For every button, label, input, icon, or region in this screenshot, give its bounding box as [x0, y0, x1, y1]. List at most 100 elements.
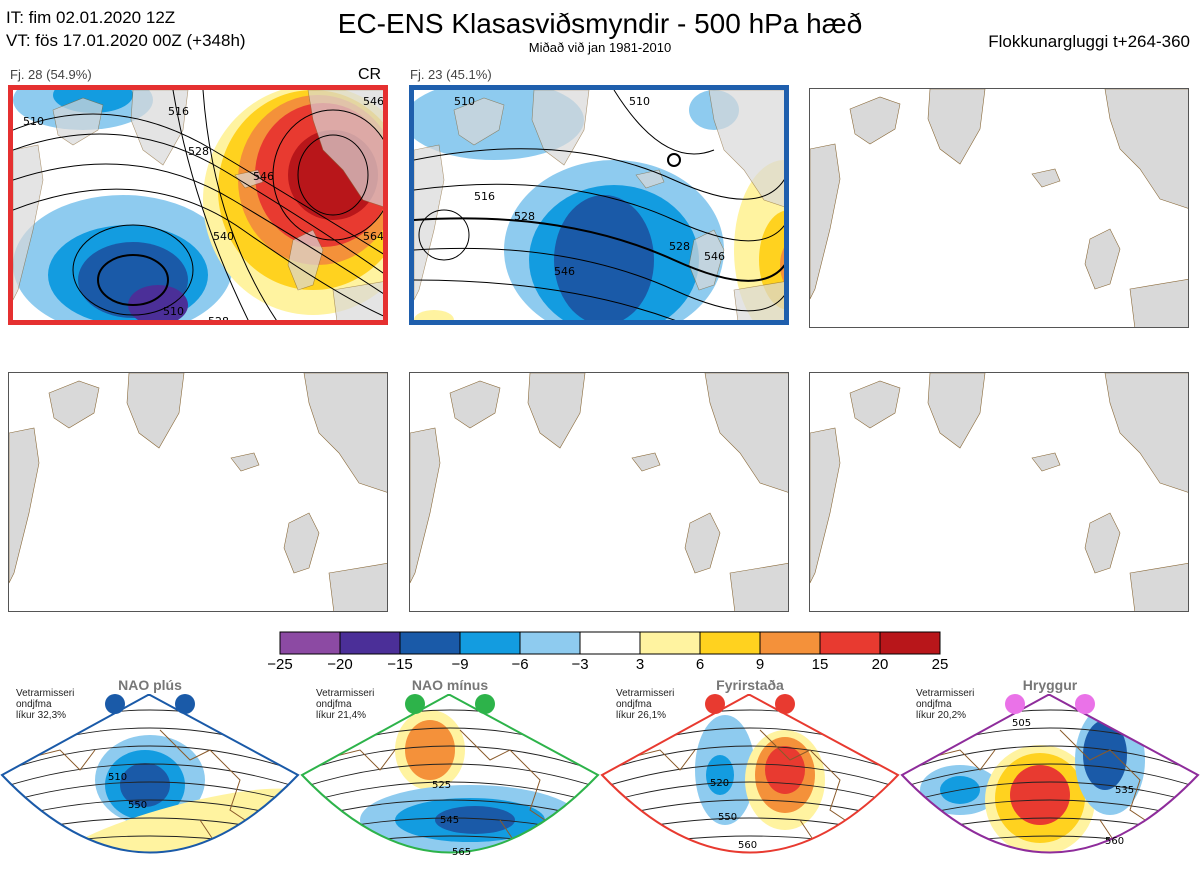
regime-indicator-dot: [1075, 694, 1095, 714]
colorbar-tick-label: −9: [451, 656, 469, 673]
contour-label: 528: [208, 315, 229, 325]
regime-contour-label: 535: [1115, 785, 1134, 796]
colorbar-tick-label: 6: [695, 656, 705, 673]
colorbar-tick-label: 20: [871, 656, 889, 673]
regime-probability-text: Vetrarmisseri ondjfma líkur 20,2%: [916, 688, 975, 721]
regime-name: NAO plús: [118, 677, 182, 693]
regime-contour: [902, 781, 1198, 805]
colorbar-segment: [819, 631, 881, 655]
colorbar: [279, 631, 941, 655]
regime-name: Hryggur: [1022, 677, 1078, 693]
regime-contour-label: 565: [452, 847, 471, 858]
regime-contour: [0, 854, 300, 868]
regime-frame: [0, 694, 300, 854]
header-info: IT: fim 02.01.2020 12Z VT: fös 17.01.202…: [6, 6, 246, 52]
contour-label: 516: [168, 105, 189, 118]
regime-contour: [902, 745, 1198, 773]
regime-indicator-dot: [105, 694, 125, 714]
colorbar-segment: [459, 631, 521, 655]
regime-contour-label: 560: [738, 840, 757, 851]
page-subtitle: Miðað við jan 1981-2010: [528, 40, 672, 55]
regime-probability-text: Vetrarmisseri ondjfma líkur 32,3%: [16, 688, 75, 721]
contour-label: 546: [363, 95, 384, 108]
contour-label: 540: [213, 230, 234, 243]
regime-contour: [300, 854, 600, 868]
regime-contour-label: 525: [432, 780, 451, 791]
regime-contour: [2, 763, 298, 789]
regime-indicator-dot: [1005, 694, 1025, 714]
colorbar-tick-label: 25: [931, 656, 949, 673]
regime-anomaly: [1083, 720, 1127, 790]
cluster-2-svg: 510 516 528 546 528 546 564 510: [414, 90, 784, 325]
regime-anomaly: [435, 806, 515, 834]
regime-map: 510 550: [0, 694, 300, 868]
regime-map: 505 535 560: [900, 694, 1200, 868]
regime-anomaly: [120, 763, 170, 807]
regime-indicator-dot: [475, 694, 495, 714]
regime-indicator-dot: [775, 694, 795, 714]
regime-anomaly: [1010, 765, 1070, 825]
colorbar-segment: [579, 631, 641, 655]
cluster-2-label: Fj. 23 (45.1%): [410, 67, 492, 82]
regime-contour-label: 545: [440, 815, 459, 826]
contour-label: 516: [474, 190, 495, 203]
classification-window: Flokkunargluggi t+264-360: [988, 32, 1190, 51]
contour-label: 528: [188, 145, 209, 158]
page-title: EC-ENS Klasasviðsmyndir - 500 hPa hæð: [337, 8, 863, 39]
colorbar-tick-label: −25: [267, 656, 293, 673]
regime-contour: [302, 745, 598, 773]
regime-probability-text: Vetrarmisseri ondjfma líkur 26,1%: [616, 688, 675, 721]
regime-contour-label: 520: [710, 778, 729, 789]
regime-contour: [2, 781, 298, 805]
regime-contour: [602, 781, 898, 805]
regime-indicator-dot: [405, 694, 425, 714]
empty-map-6: [809, 372, 1189, 612]
contour-label: 546: [704, 250, 725, 263]
empty-map-4: [8, 372, 388, 612]
cluster-1-map: 510 528 546 516 546 540 564 510 528: [8, 85, 388, 325]
regime-contour-label: 510: [108, 772, 127, 783]
cluster-1-svg: 510 528 546 516 546 540 564 510 528: [13, 90, 384, 325]
regime-anomaly: [405, 720, 455, 780]
colorbar-segment: [279, 631, 341, 655]
regime-frame: [900, 694, 1200, 854]
colorbar-segment: [639, 631, 701, 655]
contour-label: 528: [514, 210, 535, 223]
colorbar-tick-label: 15: [811, 656, 829, 673]
regime-map: 520 550 560: [600, 694, 900, 868]
contour-label: 510: [454, 95, 475, 108]
regime-contour-label: 550: [128, 800, 147, 811]
empty-map-3: [809, 88, 1189, 328]
regime-contour-label: 505: [1012, 718, 1031, 729]
regime-contour: [600, 854, 900, 868]
colorbar-segment: [519, 631, 581, 655]
regime-contour-label: 560: [1105, 836, 1124, 847]
regime-anomaly: [765, 746, 805, 794]
contour-label: 510: [163, 305, 184, 318]
initial-time: IT: fim 02.01.2020 12Z: [6, 8, 176, 27]
regime-name: NAO mínus: [411, 677, 489, 693]
regime-frame: [300, 694, 600, 854]
contour-label: 564: [363, 230, 384, 243]
anomaly-positive: [780, 247, 784, 283]
colorbar-segment: [399, 631, 461, 655]
regime-indicator-dot: [175, 694, 195, 714]
regime-contour: [302, 763, 598, 789]
regime-contour: [902, 763, 1198, 789]
colorbar-segment: [759, 631, 821, 655]
colorbar-tick-label: −20: [327, 656, 353, 673]
valid-time: VT: fös 17.01.2020 00Z (+348h): [6, 31, 246, 50]
colorbar-tick-label: −6: [511, 656, 529, 673]
regime-contour: [302, 781, 598, 805]
empty-map-5: [409, 372, 789, 612]
colorbar-tick-label: −3: [571, 656, 589, 673]
cluster-1-label: Fj. 28 (54.9%): [10, 67, 92, 82]
regime-name: Fyrirstaða: [716, 677, 784, 693]
regime-contour: [900, 854, 1200, 868]
colorbar-segment: [879, 631, 941, 655]
colorbar-tick-label: −15: [387, 656, 413, 673]
contour-label: 546: [253, 170, 274, 183]
contour-label: 564: [724, 320, 745, 325]
colorbar-tick-label: 3: [635, 656, 645, 673]
anomaly-positive: [414, 310, 454, 320]
